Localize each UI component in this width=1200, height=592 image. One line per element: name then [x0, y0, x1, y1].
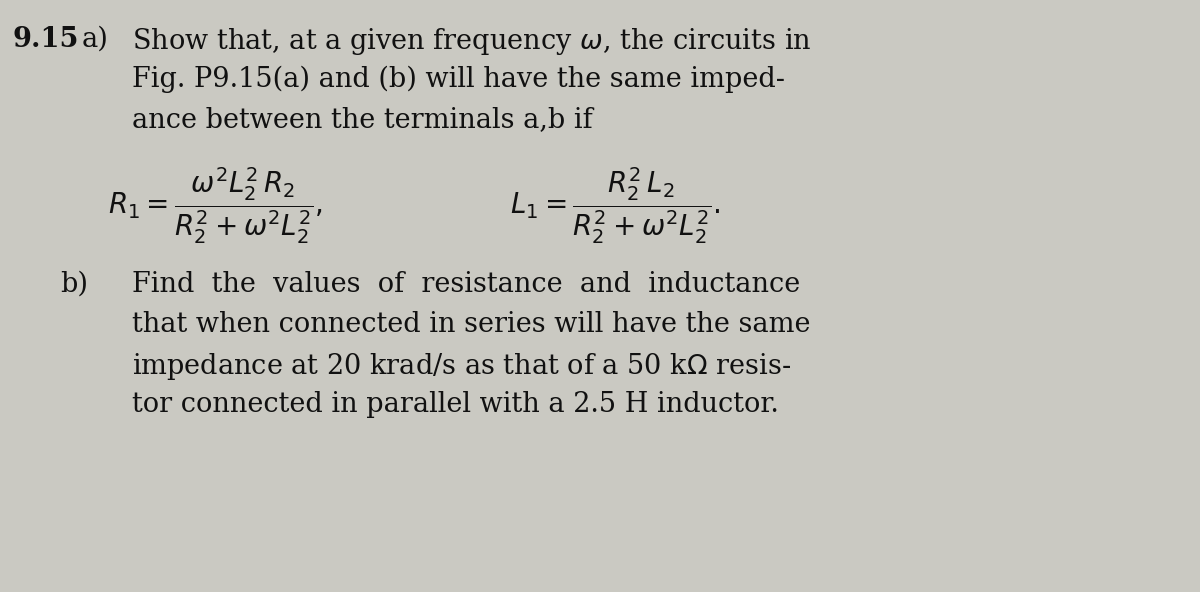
- Text: impedance at 20 krad/s as that of a 50 k$\Omega$ resis-: impedance at 20 krad/s as that of a 50 k…: [132, 351, 791, 382]
- Text: $L_1 = \dfrac{R_2^2\, L_2}{R_2^2 + \omega^2 L_2^2}.$: $L_1 = \dfrac{R_2^2\, L_2}{R_2^2 + \omeg…: [510, 166, 721, 246]
- Text: Show that, at a given frequency $\omega$, the circuits in: Show that, at a given frequency $\omega$…: [132, 26, 811, 57]
- Text: $R_1 = \dfrac{\omega^2 L_2^2\, R_2}{R_2^2 + \omega^2 L_2^2},$: $R_1 = \dfrac{\omega^2 L_2^2\, R_2}{R_2^…: [108, 166, 323, 246]
- Text: Find  the  values  of  resistance  and  inductance: Find the values of resistance and induct…: [132, 271, 800, 298]
- Text: b): b): [60, 271, 88, 298]
- Text: a): a): [82, 26, 109, 53]
- Text: 9.15: 9.15: [12, 26, 78, 53]
- Text: ance between the terminals a,b if: ance between the terminals a,b if: [132, 106, 593, 133]
- Text: Fig. P9.15(a) and (b) will have the same imped-: Fig. P9.15(a) and (b) will have the same…: [132, 66, 785, 94]
- Text: tor connected in parallel with a 2.5 H inductor.: tor connected in parallel with a 2.5 H i…: [132, 391, 779, 418]
- Text: that when connected in series will have the same: that when connected in series will have …: [132, 311, 810, 338]
